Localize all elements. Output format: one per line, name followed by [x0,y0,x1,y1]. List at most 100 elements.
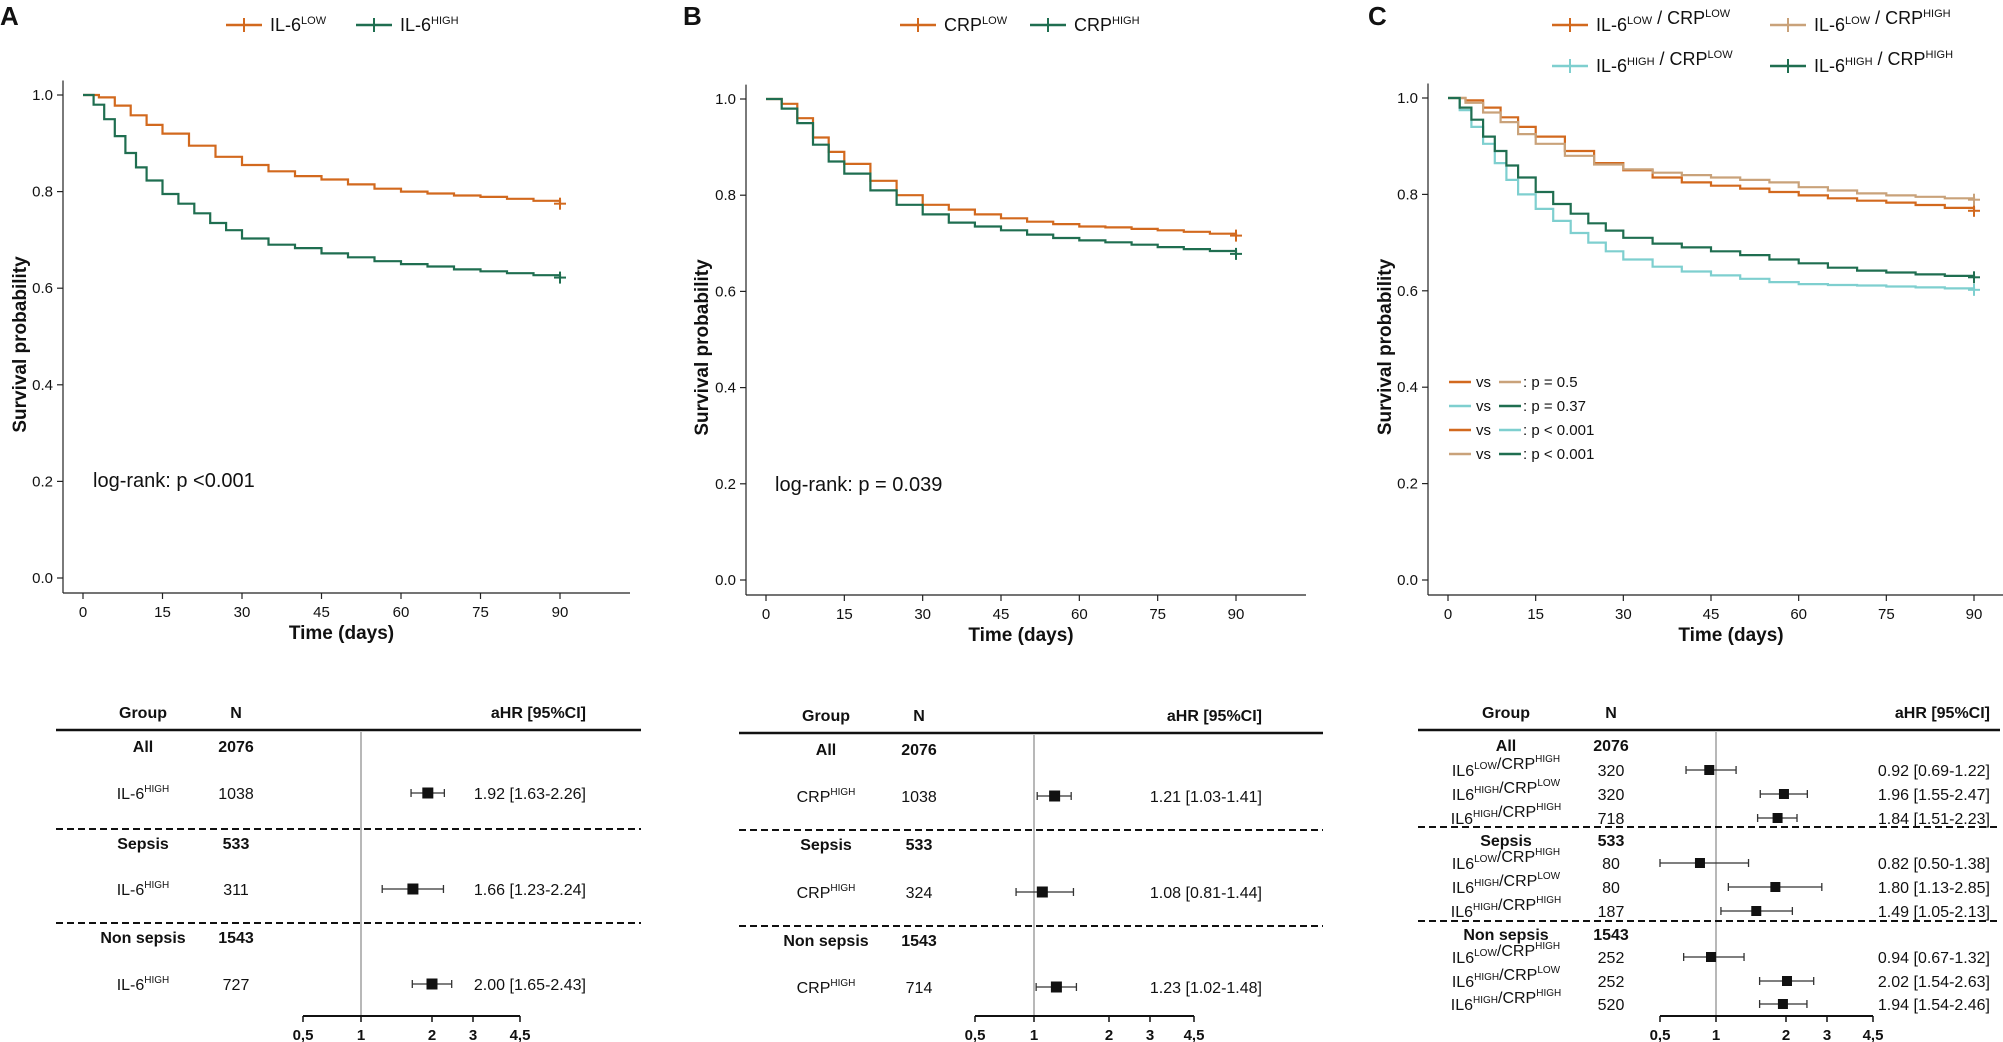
hr-point [407,883,419,895]
y-tick-label: 0.6 [715,283,736,300]
forest-group-n: 2076 [1593,738,1629,755]
y-tick-label: 0.0 [32,570,53,587]
x-tick-label: 0 [79,604,87,621]
forest-group-label: Non sepsis [1463,927,1548,944]
pair-vs: vs [1476,398,1491,415]
y-tick-label: 1.0 [1397,90,1418,107]
x-tick-label: 75 [472,604,489,621]
forest-row-n: 320 [1598,763,1625,780]
hr-point [1704,765,1715,775]
km-panel-C: C 0.0 0.2 0.4 0.6 0.8 1.0 0 15 30 45 60 75 90 Time (da… [1368,1,2003,646]
forest-row-ci: 1.96 [1.55-2.47] [1878,787,1990,804]
x-tick-label: 60 [393,604,410,621]
y-tick-label: 0.2 [1397,476,1418,493]
x-tick-label: 0 [762,606,770,623]
legend-label: IL-6HIGH [400,15,459,35]
y-tick-label: 0.2 [715,476,736,493]
forest-group-n: 533 [223,836,250,853]
legend-label: CRPHIGH [1074,15,1140,35]
km-curve-2 [1448,96,1976,290]
pair-vs: vs [1476,446,1491,463]
forest-x-tick-label: 0,5 [965,1027,986,1042]
forest-row-ci: 1.80 [1.13-2.85] [1878,880,1990,897]
forest-row-label: IL6LOW/CRPHIGH [1452,754,1560,780]
y-axis-title: Survival probability [10,256,31,433]
hr-point [1694,858,1705,868]
hr-point [1777,999,1788,1009]
km-curve-1 [766,97,1238,254]
hr-point [422,787,434,799]
pair-pvalue: : p < 0.001 [1523,446,1594,463]
km-curve-0 [1448,96,1976,211]
forest-row-n: 1038 [218,786,254,803]
forest-row-ci: 1.21 [1.03-1.41] [1150,789,1262,806]
forest-x-tick-label: 0,5 [293,1027,314,1042]
forest-row-n: 187 [1598,904,1625,921]
forest-group-label: Non sepsis [783,933,868,950]
forest-row-n: 80 [1602,880,1620,897]
pair-vs: vs [1476,422,1491,439]
forest-row-label: CRPHIGH [797,883,856,902]
hr-point [1706,952,1717,962]
hr-point [1772,813,1783,823]
forest-row-ci: 2.00 [1.65-2.43] [474,977,586,994]
forest-group-n: 1543 [1593,927,1629,944]
panel-label: C [1368,1,1387,31]
x-tick-label: 90 [1966,606,1983,623]
hr-point [1770,882,1781,892]
x-tick-label: 15 [836,606,853,623]
x-tick-label: 15 [1527,606,1544,623]
legend-label: IL-6HIGH / CRPLOW [1596,49,1733,76]
forest-x-tick-label: 0,5 [1650,1027,1671,1042]
x-tick-label: 0 [1444,606,1452,623]
forest-row-label: IL6LOW/CRPHIGH [1452,847,1560,873]
forest-x-tick-label: 3 [1823,1027,1831,1042]
forest-row-label: IL6HIGH/CRPLOW [1452,965,1561,991]
forest-row-ci: 1.84 [1.51-2.23] [1878,811,1990,828]
x-tick-label: 75 [1878,606,1895,623]
x-tick-label: 90 [1228,606,1245,623]
forest-row-n: 718 [1598,811,1625,828]
x-tick-label: 15 [154,604,171,621]
forest-row-n: 311 [223,882,249,899]
y-tick-label: 0.8 [1397,186,1418,203]
legend-label: IL-6LOW / CRPHIGH [1814,8,1951,35]
y-tick-label: 0.6 [1397,283,1418,300]
hr-point [1782,976,1793,986]
forest-row-label: IL6HIGH/CRPHIGH [1451,988,1561,1014]
forest-row-label: IL6HIGH/CRPLOW [1452,871,1561,897]
forest-row-ci: 1.66 [1.23-2.24] [474,882,586,899]
km-curve-1 [1448,96,1976,200]
forest-row-ci: 1.94 [1.54-2.46] [1878,997,1990,1014]
forest-header-group: Group [119,705,167,722]
forest-group-n: 2076 [901,742,937,759]
forest-row-n: 727 [223,977,250,994]
forest-x-tick-label: 2 [428,1027,436,1042]
forest-row-ci: 1.49 [1.05-2.13] [1878,904,1990,921]
forest-row-ci: 1.08 [0.81-1.44] [1150,885,1262,902]
forest-x-tick-label: 1 [1712,1027,1720,1042]
forest-row-n: 80 [1602,856,1620,873]
hr-point [1050,981,1062,993]
km-panel-B: B 0.0 0.2 0.4 0.6 0.8 1.0 0 15 30 45 60 75 90 Time (da… [683,1,1306,646]
x-axis-title: Time (days) [289,623,394,644]
forest-row-label: IL6HIGH/CRPLOW [1452,778,1561,804]
km-panel-A: A 0.0 0.2 0.4 0.6 0.8 1.0 0 15 30 45 60 75 90 Time (da… [0,1,630,644]
y-axis-title: Survival probability [692,259,713,436]
forest-row-label: IL-6HIGH [117,975,170,994]
forest-group-label: All [1496,738,1516,755]
forest-group-label: Sepsis [117,836,169,853]
legend-label: IL-6LOW [270,15,327,35]
km-curve-1 [83,93,562,278]
legend-label: CRPLOW [944,15,1008,35]
y-tick-label: 0.4 [1397,379,1418,396]
forest-row-ci: 0.94 [0.67-1.32] [1878,950,1990,967]
legend-label: IL-6LOW / CRPLOW [1596,8,1731,35]
forest-group-n: 2076 [218,739,254,756]
forest-group-label: All [816,742,836,759]
forest-row-ci: 1.23 [1.02-1.48] [1150,980,1262,997]
x-axis-title: Time (days) [968,625,1073,646]
forest-row-label: IL6LOW/CRPHIGH [1452,941,1560,967]
forest-group-n: 1543 [901,933,937,950]
